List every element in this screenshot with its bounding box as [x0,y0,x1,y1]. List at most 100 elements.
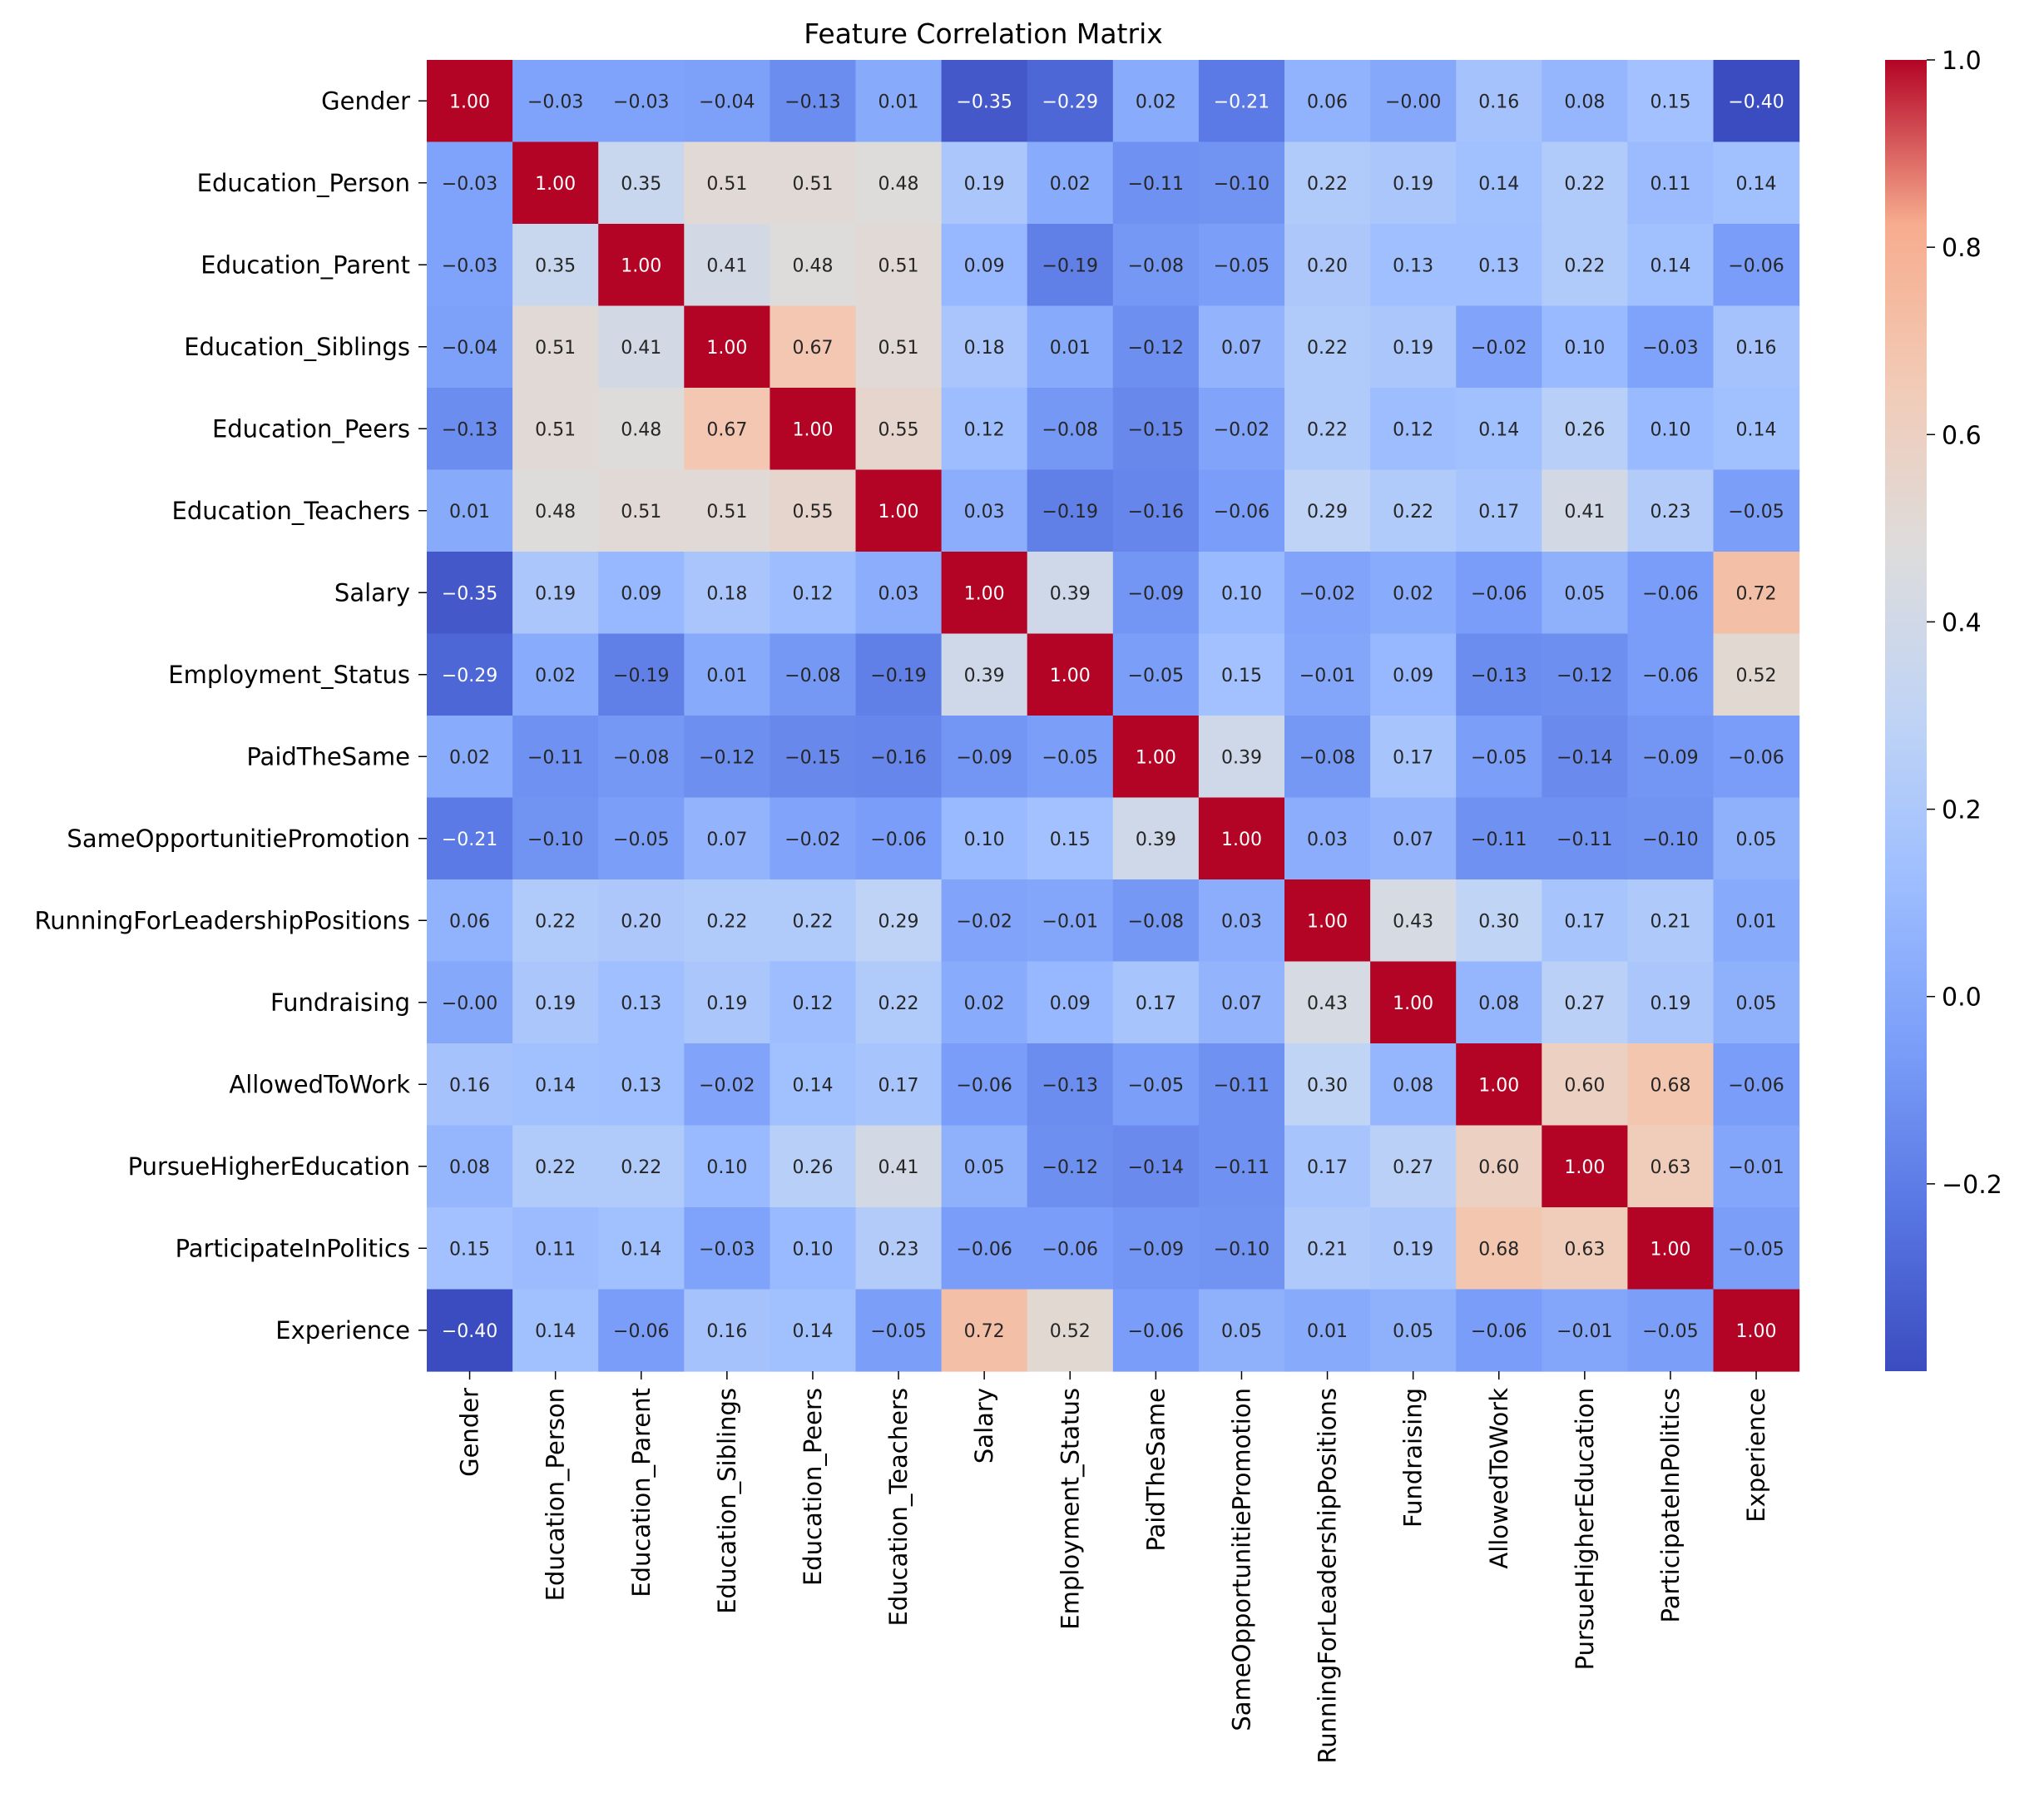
heatmap-cell-r0-c7 [1027,60,1114,143]
cell-label-r15-c15: 1.00 [1736,1321,1777,1342]
cell-label-r14-c9: −0.10 [1214,1239,1269,1260]
cell-label-r12-c9: −0.11 [1214,1075,1269,1096]
heatmap-cell-labels: 1.00 −0.03 −0.03 −0.04 −0.13 0.01 −0.35 −0.29 0.… [442,92,1784,1342]
heatmap-cell-r15-c0 [427,1289,513,1372]
heatmap-cell-r5-c10 [1284,469,1371,552]
heatmap-cells [427,60,1800,1372]
cell-label-r5-c1: 0.48 [535,502,576,523]
cell-label-r6-c0: −0.35 [442,583,497,604]
cell-label-r4-c2: 0.48 [621,419,661,440]
heatmap-cell-r2-c15 [1713,224,1800,307]
cell-label-r5-c13: 0.41 [1564,502,1605,523]
heatmap-cell-r15-c15 [1713,1289,1800,1372]
cell-label-r1-c4: 0.51 [792,174,833,195]
cell-label-r13-c10: 0.17 [1307,1157,1348,1178]
heatmap-cell-r14-c3 [684,1207,770,1290]
heatmap-cell-r5-c15 [1713,469,1800,552]
cell-label-r1-c1: 1.00 [535,174,576,195]
heatmap-cell-r13-c9 [1198,1125,1285,1208]
heatmap-cell-r8-c4 [770,716,857,799]
heatmap-cell-r15-c6 [941,1289,1028,1372]
heatmap-cell-r10-c5 [855,879,943,963]
heatmap-cell-r8-c8 [1112,716,1200,799]
heatmap-cell-r4-c6 [941,388,1028,471]
cell-label-r2-c1: 0.35 [535,255,576,276]
heatmap-cell-r3-c13 [1542,305,1628,389]
heatmap-cell-r0-c9 [1198,60,1285,143]
heatmap-cell-r9-c10 [1284,797,1371,880]
heatmap-cell-r8-c7 [1027,716,1114,799]
heatmap-cell-r0-c3 [684,60,770,143]
heatmap-cell-r10-c12 [1456,879,1542,963]
heatmap-cell-r0-c10 [1284,60,1371,143]
heatmap-cell-r9-c0 [427,797,513,880]
cell-label-r1-c10: 0.22 [1307,174,1348,195]
heatmap-cell-r4-c0 [427,388,513,471]
heatmap-cell-r6-c0 [427,552,513,635]
cell-label-r6-c3: 0.18 [706,583,747,604]
cell-label-r3-c7: 0.01 [1050,338,1091,359]
heatmap-cell-r7-c15 [1713,633,1800,716]
heatmap-cell-r14-c5 [855,1207,943,1290]
heatmap-cell-r8-c2 [598,716,685,799]
x-tick-label-9: SameOpportunitiePromotion [1227,1388,1255,1731]
heatmap-cell-r15-c13 [1542,1289,1628,1372]
heatmap-cell-r14-c8 [1112,1207,1200,1290]
cell-label-r15-c12: −0.06 [1471,1321,1527,1342]
cell-label-r3-c13: 0.10 [1564,338,1605,359]
cell-label-r13-c15: −0.01 [1728,1157,1784,1178]
cell-label-r15-c5: −0.05 [870,1321,926,1342]
heatmap-cell-r6-c13 [1542,552,1628,635]
cell-label-r9-c0: −0.21 [442,830,497,850]
cell-label-r10-c0: 0.06 [449,911,490,932]
cell-label-r4-c12: 0.14 [1478,419,1519,440]
heatmap-cell-r11-c5 [855,961,943,1044]
cell-label-r9-c8: 0.39 [1136,830,1176,850]
heatmap-cell-r3-c7 [1027,305,1114,389]
cell-label-r2-c10: 0.20 [1307,255,1348,276]
heatmap-cell-r10-c0 [427,879,513,963]
cell-label-r6-c4: 0.12 [792,583,833,604]
cell-label-r5-c5: 1.00 [878,502,919,523]
colorbar-tick-label-3: 0.4 [1942,608,1982,637]
heatmap-cell-r4-c3 [684,388,770,471]
heatmap-cell-r7-c11 [1370,633,1457,716]
cell-label-r7-c4: −0.08 [784,666,840,686]
cell-label-r1-c8: −0.11 [1128,174,1184,195]
heatmap-cell-r14-c12 [1456,1207,1542,1290]
chart-title: Feature Correlation Matrix [804,17,1163,50]
cell-label-r11-c5: 0.22 [878,993,919,1014]
x-tick-label-15: Experience [1742,1388,1770,1523]
heatmap-cell-r14-c6 [941,1207,1028,1290]
heatmap-cell-r1-c2 [598,141,685,225]
cell-label-r6-c13: 0.05 [1564,583,1605,604]
heatmap-cell-r2-c6 [941,224,1028,307]
heatmap-cell-r2-c7 [1027,224,1114,307]
cell-label-r11-c14: 0.19 [1650,993,1690,1014]
heatmap-cell-r7-c14 [1627,633,1715,716]
heatmap-cell-r12-c9 [1198,1043,1285,1127]
cell-label-r9-c15: 0.05 [1736,830,1777,850]
heatmap-cell-r1-c9 [1198,141,1285,225]
cell-label-r8-c11: 0.17 [1393,747,1433,768]
heatmap-cell-r1-c8 [1112,141,1200,225]
heatmap-cell-r9-c14 [1627,797,1715,880]
heatmap-cell-r6-c14 [1627,552,1715,635]
heatmap-cell-r10-c4 [770,879,857,963]
y-tick-label-15: Experience [275,1316,410,1345]
heatmap-cell-r1-c1 [512,141,599,225]
cell-label-r0-c7: −0.29 [1042,92,1098,112]
cell-label-r9-c11: 0.07 [1393,830,1433,850]
cell-label-r13-c0: 0.08 [449,1157,490,1178]
heatmap-cell-r4-c8 [1112,388,1200,471]
cell-label-r0-c6: −0.35 [956,92,1012,112]
heatmap-cell-r15-c1 [512,1289,599,1372]
cell-label-r0-c2: −0.03 [613,92,669,112]
cell-label-r7-c3: 0.01 [706,666,747,686]
cell-label-r15-c6: 0.72 [964,1321,1005,1342]
heatmap-cell-r1-c15 [1713,141,1800,225]
heatmap-cell-r0-c8 [1112,60,1200,143]
heatmap-cell-r9-c11 [1370,797,1457,880]
heatmap-cell-r0-c15 [1713,60,1800,143]
heatmap-cell-r3-c6 [941,305,1028,389]
